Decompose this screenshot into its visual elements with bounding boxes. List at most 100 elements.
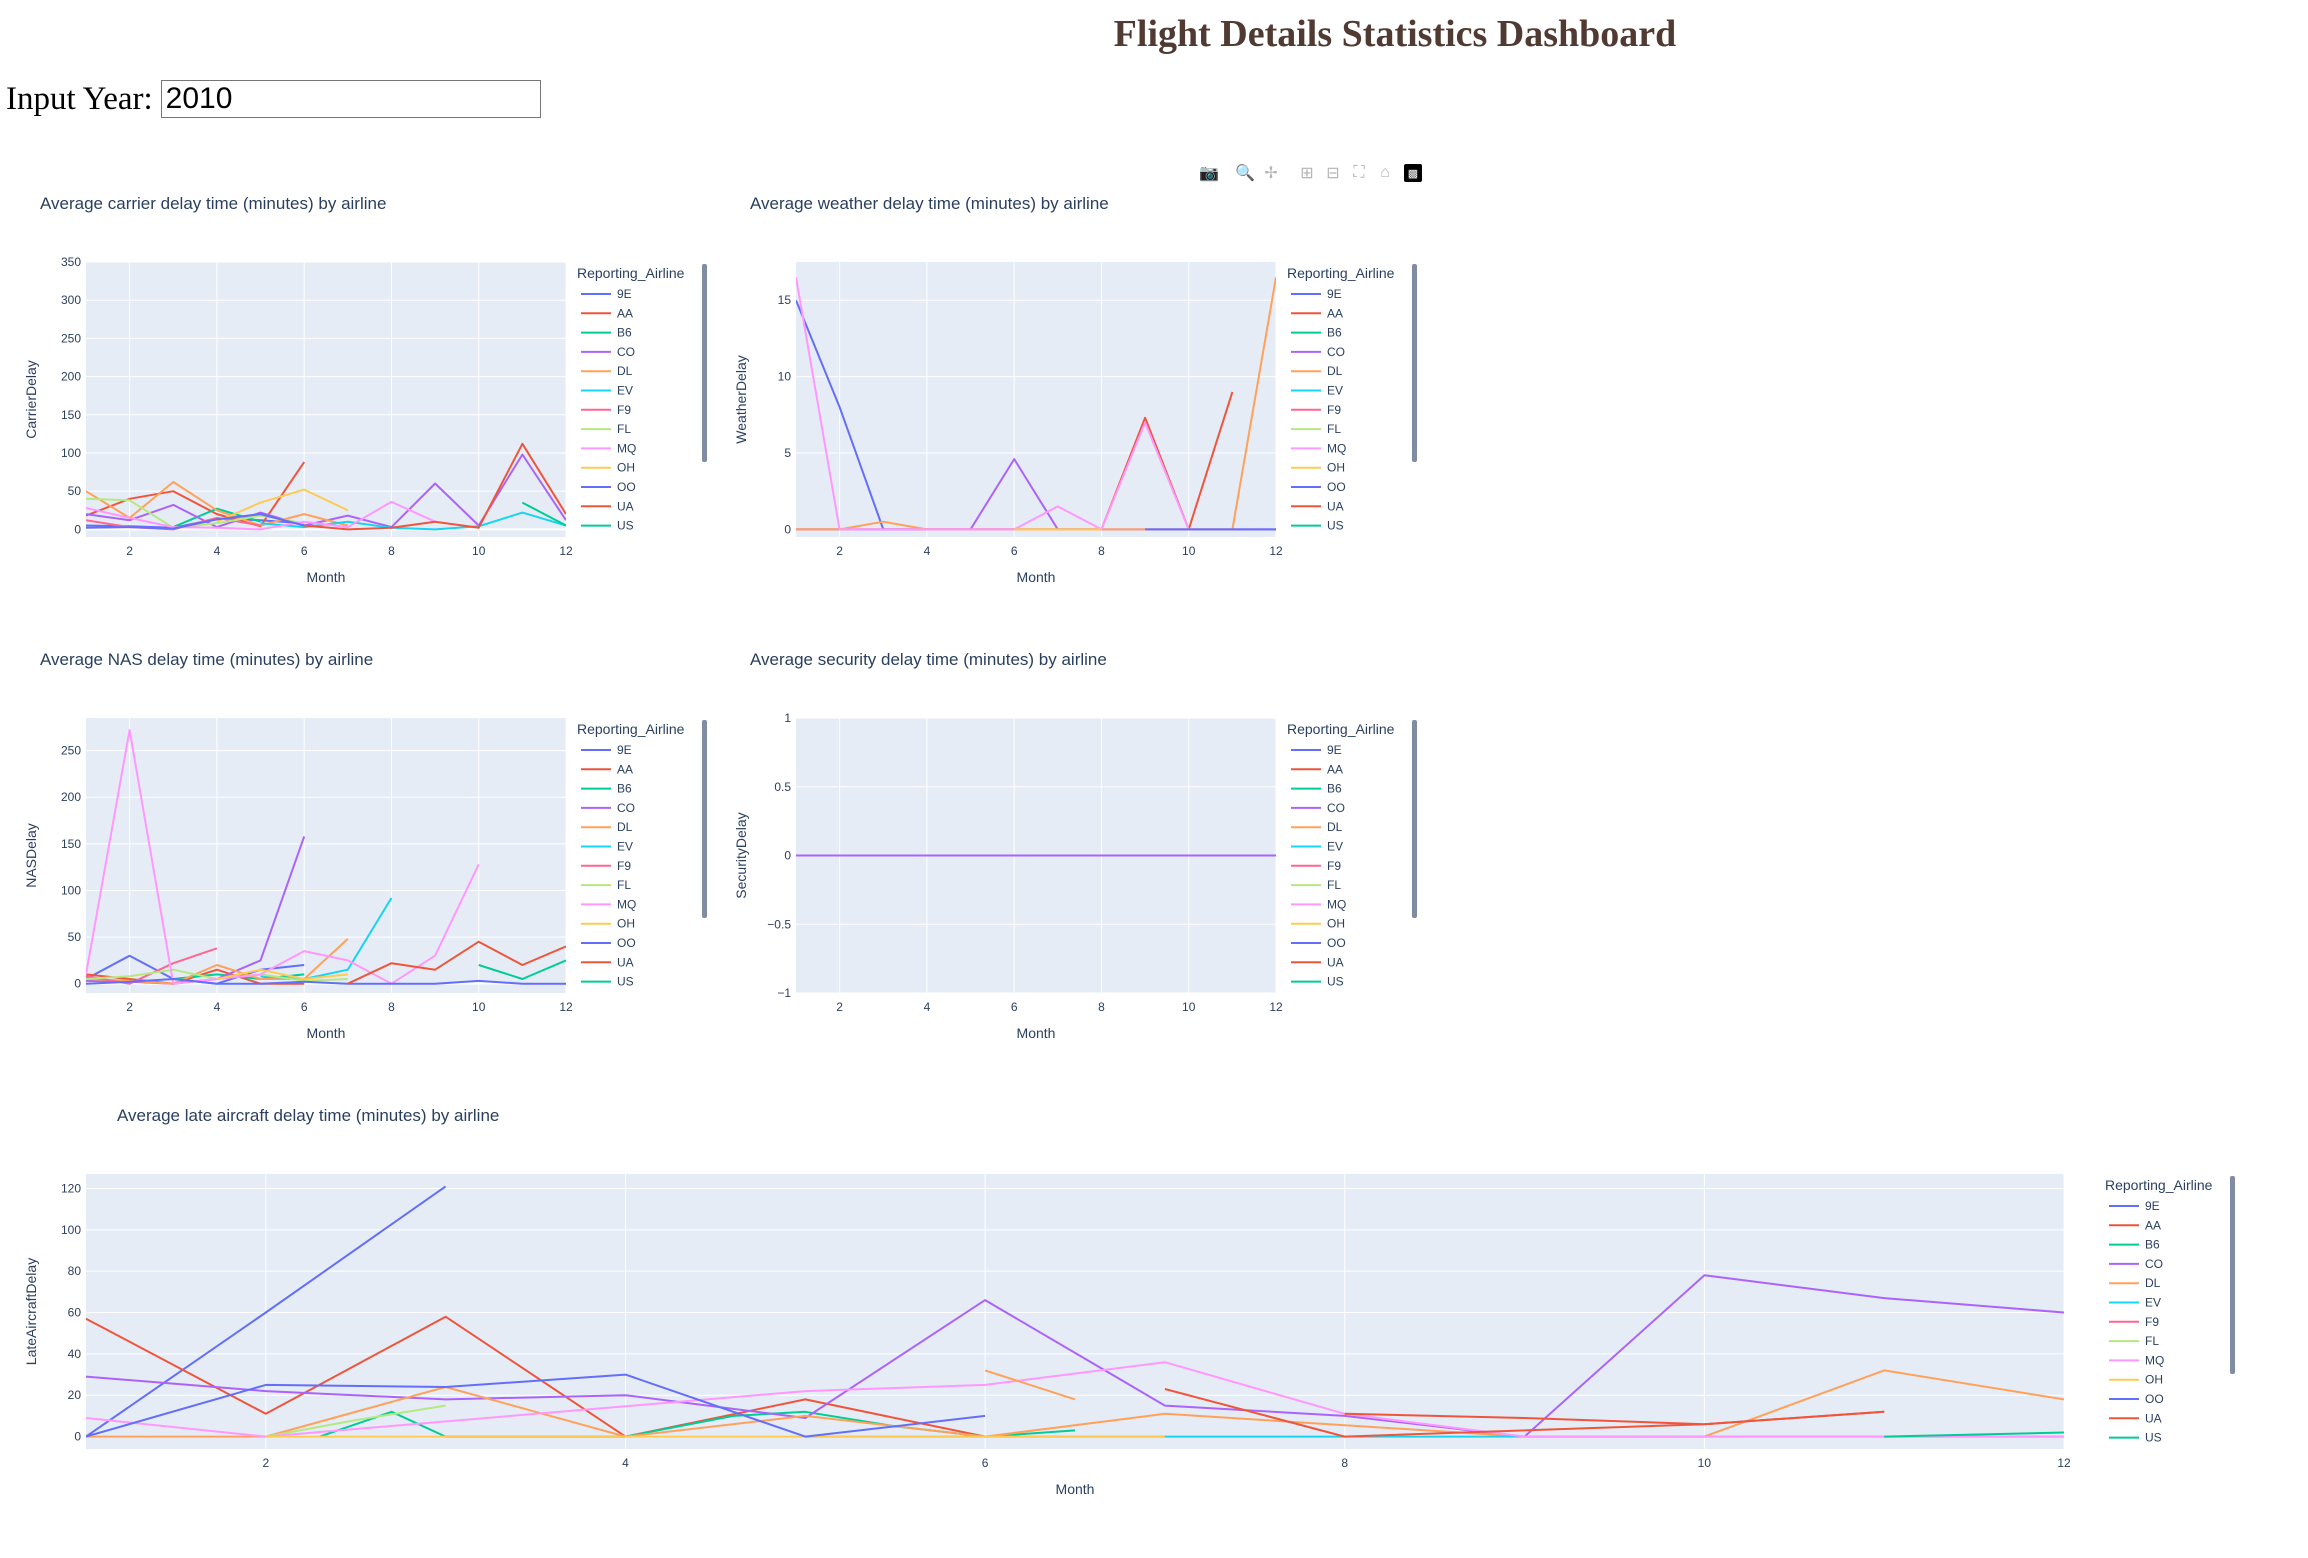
- legend-entry[interactable]: AA: [1327, 306, 1343, 320]
- legend[interactable]: Reporting_Airline 9E AA B6 CO DL EV F9 FL MQ OH OO U…: [577, 720, 707, 989]
- security-delay-chart[interactable]: Average security delay time (minutes) by…: [710, 636, 1440, 1056]
- camera-icon[interactable]: 📷: [1199, 165, 1219, 182]
- series-line-MQ[interactable]: [86, 729, 480, 985]
- series-line-DL[interactable]: [984, 1369, 1076, 1401]
- late-aircraft-delay-chart[interactable]: Average late aircraft delay time (minute…: [0, 1092, 2260, 1512]
- legend-entry[interactable]: US: [617, 519, 634, 533]
- series-line-US[interactable]: [521, 501, 566, 527]
- legend-entry[interactable]: AA: [617, 762, 633, 776]
- legend-entry[interactable]: UA: [1327, 955, 1344, 969]
- series-line-MQ[interactable]: [796, 277, 1190, 531]
- legend-entry[interactable]: F9: [617, 859, 631, 873]
- autoscale-icon[interactable]: ⛶: [1353, 164, 1365, 181]
- legend[interactable]: Reporting_Airline 9E AA B6 CO DL EV F9 FL MQ OH OO U…: [2105, 1176, 2235, 1445]
- legend-entry[interactable]: AA: [2145, 1218, 2161, 1232]
- legend-entry[interactable]: OH: [617, 917, 635, 931]
- series-line-CO[interactable]: [86, 1274, 2064, 1438]
- legend-entry[interactable]: CO: [617, 801, 635, 815]
- legend-entry[interactable]: OO: [617, 480, 636, 494]
- legend-entry[interactable]: AA: [617, 306, 633, 320]
- legend-entry[interactable]: FL: [2145, 1334, 2159, 1348]
- series-line-UA[interactable]: [304, 442, 566, 531]
- legend-scrollbar[interactable]: [1412, 720, 1417, 918]
- legend-entry[interactable]: EV: [1327, 840, 1343, 854]
- legend-entry[interactable]: DL: [2145, 1276, 2161, 1290]
- carrier-delay-chart[interactable]: Average carrier delay time (minutes) by …: [0, 180, 730, 600]
- legend-entry[interactable]: F9: [617, 403, 631, 417]
- legend-entry[interactable]: 9E: [1327, 743, 1342, 757]
- legend-entry[interactable]: OH: [1327, 461, 1345, 475]
- legend-entry[interactable]: B6: [617, 782, 632, 796]
- legend-entry[interactable]: MQ: [2145, 1353, 2164, 1367]
- series-line-OO[interactable]: [86, 1373, 986, 1438]
- legend-scrollbar[interactable]: [2230, 1176, 2235, 1374]
- legend-entry[interactable]: FL: [1327, 878, 1341, 892]
- series-line-MQ[interactable]: [86, 500, 436, 531]
- plot-area[interactable]: [86, 718, 566, 993]
- legend-entry[interactable]: OO: [1327, 936, 1346, 950]
- series-line-OH[interactable]: [216, 488, 349, 523]
- series-line-OO[interactable]: [86, 513, 305, 530]
- legend-entry[interactable]: DL: [617, 820, 633, 834]
- nas-delay-chart[interactable]: Average NAS delay time (minutes) by airl…: [0, 636, 730, 1056]
- legend-entry[interactable]: DL: [1327, 820, 1343, 834]
- legend-entry[interactable]: MQ: [1327, 441, 1346, 455]
- zoom-out-icon[interactable]: ⊟: [1326, 165, 1340, 182]
- legend-entry[interactable]: OO: [1327, 480, 1346, 494]
- legend-entry[interactable]: B6: [1327, 782, 1342, 796]
- legend-entry[interactable]: MQ: [1327, 897, 1346, 911]
- legend-entry[interactable]: 9E: [617, 287, 632, 301]
- series-line-AA[interactable]: [86, 1315, 986, 1438]
- legend-entry[interactable]: MQ: [617, 441, 636, 455]
- legend-entry[interactable]: UA: [617, 955, 634, 969]
- series-line-FL[interactable]: [265, 1404, 446, 1438]
- legend-scrollbar[interactable]: [1412, 264, 1417, 462]
- weather-delay-chart[interactable]: Average weather delay time (minutes) by …: [710, 180, 1440, 600]
- legend-entry[interactable]: CO: [617, 345, 635, 359]
- legend-entry[interactable]: F9: [1327, 859, 1341, 873]
- legend-entry[interactable]: 9E: [1327, 287, 1342, 301]
- legend-entry[interactable]: CO: [1327, 345, 1345, 359]
- legend[interactable]: Reporting_Airline 9E AA B6 CO DL EV F9 FL MQ OH OO U…: [1287, 264, 1417, 533]
- legend-entry[interactable]: FL: [617, 878, 631, 892]
- plot-area[interactable]: [796, 262, 1276, 537]
- legend-entry[interactable]: FL: [617, 422, 631, 436]
- legend-scrollbar[interactable]: [702, 264, 707, 462]
- legend-entry[interactable]: US: [1327, 975, 1344, 989]
- legend-entry[interactable]: EV: [617, 840, 633, 854]
- legend-entry[interactable]: OH: [617, 461, 635, 475]
- series-line-UA[interactable]: [1344, 1410, 1885, 1426]
- series-line-MQ[interactable]: [86, 1361, 2064, 1438]
- legend-entry[interactable]: 9E: [617, 743, 632, 757]
- legend-entry[interactable]: UA: [1327, 499, 1344, 513]
- legend-entry[interactable]: UA: [617, 499, 634, 513]
- legend-entry[interactable]: DL: [1327, 364, 1343, 378]
- legend-entry[interactable]: B6: [1327, 326, 1342, 340]
- legend-entry[interactable]: 9E: [2145, 1199, 2160, 1213]
- legend-entry[interactable]: EV: [1327, 384, 1343, 398]
- legend[interactable]: Reporting_Airline 9E AA B6 CO DL EV F9 FL MQ OH OO U…: [577, 264, 707, 533]
- legend-entry[interactable]: OH: [1327, 917, 1345, 931]
- legend-entry[interactable]: US: [2145, 1431, 2162, 1445]
- series-line-UA[interactable]: [347, 940, 566, 985]
- legend-entry[interactable]: US: [617, 975, 634, 989]
- legend-entry[interactable]: AA: [1327, 762, 1343, 776]
- legend-entry[interactable]: F9: [1327, 403, 1341, 417]
- legend-entry[interactable]: B6: [2145, 1238, 2160, 1252]
- series-line-US[interactable]: [478, 959, 566, 980]
- legend-entry[interactable]: F9: [2145, 1315, 2159, 1329]
- legend-scrollbar[interactable]: [702, 720, 707, 918]
- legend-entry[interactable]: DL: [617, 364, 633, 378]
- legend-entry[interactable]: EV: [617, 384, 633, 398]
- legend-entry[interactable]: OH: [2145, 1373, 2163, 1387]
- legend-entry[interactable]: CO: [2145, 1257, 2163, 1271]
- year-input[interactable]: [160, 80, 541, 118]
- legend-entry[interactable]: FL: [1327, 422, 1341, 436]
- series-line-OO[interactable]: [86, 978, 566, 985]
- pan-icon[interactable]: ✢: [1264, 165, 1278, 182]
- legend-entry[interactable]: US: [1327, 519, 1344, 533]
- zoom-icon[interactable]: 🔍: [1235, 165, 1255, 182]
- series-line-9E[interactable]: [86, 1185, 447, 1438]
- plot-area[interactable]: [86, 1174, 2064, 1449]
- legend-entry[interactable]: OO: [2145, 1392, 2164, 1406]
